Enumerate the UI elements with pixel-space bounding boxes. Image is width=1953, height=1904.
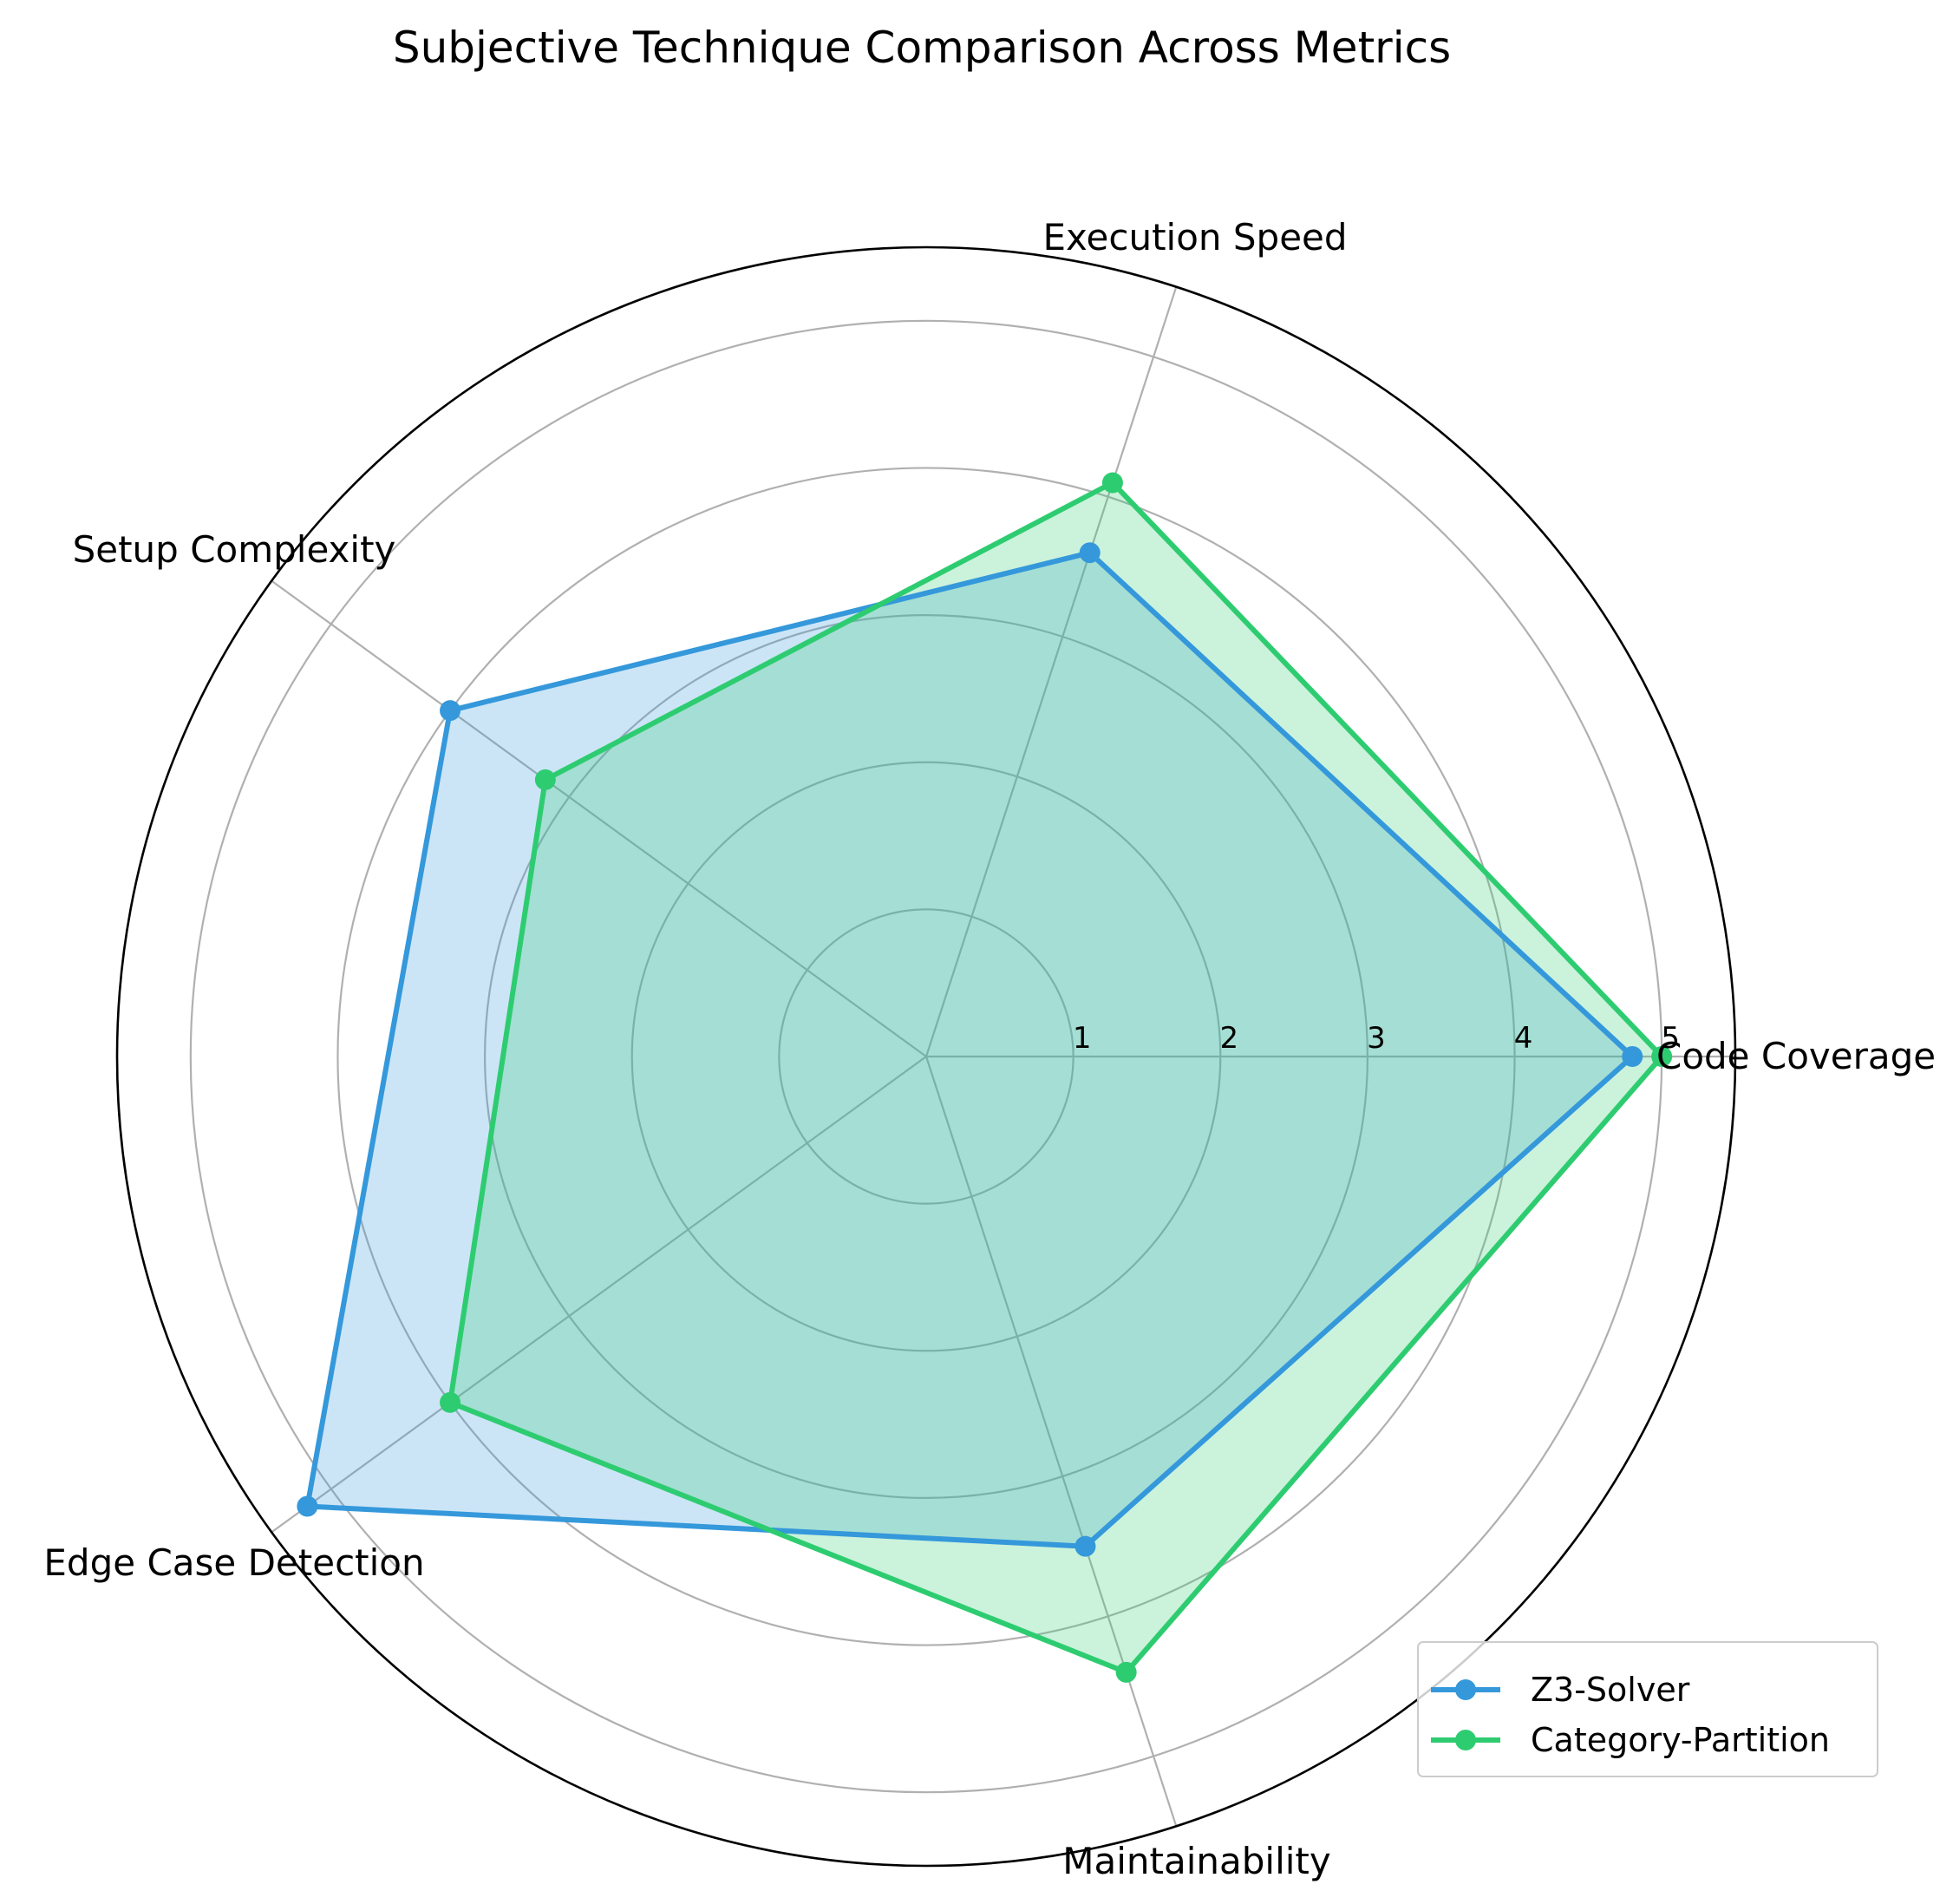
data-point	[1622, 1046, 1643, 1067]
radial-tick-label: 4	[1514, 1021, 1533, 1056]
data-point	[1651, 1046, 1673, 1067]
spoke-line	[271, 579, 927, 1057]
series-layer	[297, 472, 1673, 1683]
polar-grid	[115, 245, 1737, 1868]
legend-label: Category-Partition	[1531, 1721, 1830, 1759]
axis-label: Code Coverage	[1656, 1035, 1936, 1077]
data-point	[440, 1391, 461, 1413]
data-point	[534, 769, 556, 790]
radial-tick-label: 5	[1661, 1021, 1680, 1056]
legend: Z3-Solver Category-Partition	[1417, 1641, 1878, 1777]
legend-frame	[1417, 1641, 1878, 1777]
polar-frame	[115, 245, 1737, 1868]
axis-label: Execution Speed	[1042, 216, 1347, 258]
data-point	[1115, 1661, 1137, 1683]
radial-tick-label: 3	[1367, 1021, 1386, 1056]
data-point	[1101, 472, 1123, 494]
data-point	[297, 1495, 318, 1517]
axis-label: Maintainability	[1062, 1840, 1330, 1882]
data-point	[440, 700, 461, 722]
spoke-line	[924, 1056, 1178, 1827]
axis-label: Edge Case Detection	[43, 1541, 424, 1584]
axis-label: Setup Complexity	[73, 528, 396, 571]
legend-label: Z3-Solver	[1531, 1671, 1690, 1709]
series-fill-0	[307, 553, 1633, 1547]
spoke-line	[924, 286, 1178, 1057]
series-line-0	[304, 550, 1636, 1549]
legend-marker	[1455, 1679, 1476, 1700]
series-line-1	[447, 480, 1665, 1675]
data-point	[1074, 1535, 1096, 1557]
axis-labels: Code Coverage Execution Speed Setup Comple…	[43, 216, 1936, 1882]
radial-tick-label: 2	[1219, 1021, 1238, 1056]
chart-title: Subjective Technique Comparison Across M…	[393, 23, 1451, 73]
data-point	[1079, 542, 1101, 564]
spoke-line	[271, 1056, 927, 1534]
radial-tick-label: 1	[1073, 1021, 1092, 1056]
series-fill-1	[450, 482, 1662, 1672]
legend-marker	[1455, 1730, 1476, 1750]
